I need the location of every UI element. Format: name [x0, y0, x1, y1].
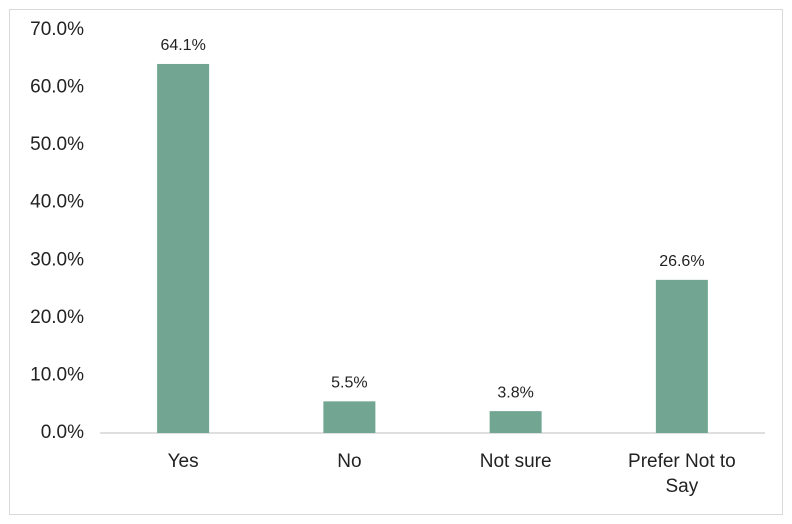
y-tick-label: 0.0%: [41, 422, 84, 443]
x-tick-label: Yes: [167, 451, 199, 472]
y-tick-label: 10.0%: [30, 364, 84, 385]
bar: [323, 401, 376, 433]
bar: [157, 63, 210, 434]
data-label: 26.6%: [659, 253, 704, 270]
data-label: 64.1%: [160, 37, 205, 54]
y-tick-label: 20.0%: [30, 307, 84, 328]
data-label: 5.5%: [331, 375, 367, 392]
bar: [489, 411, 542, 433]
y-tick-label: 70.0%: [30, 19, 84, 40]
x-tick-label: No: [337, 451, 362, 472]
data-label: 3.8%: [497, 384, 533, 401]
y-tick-label: 50.0%: [30, 134, 84, 155]
x-tick-label: Not sure: [479, 451, 552, 472]
y-tick-label: 40.0%: [30, 192, 84, 213]
y-tick-label: 60.0%: [30, 77, 84, 98]
bar: [655, 279, 708, 433]
chart-border: [9, 9, 783, 515]
y-tick-label: 30.0%: [30, 249, 84, 270]
x-tick-label: Prefer Not to Say: [628, 451, 736, 497]
